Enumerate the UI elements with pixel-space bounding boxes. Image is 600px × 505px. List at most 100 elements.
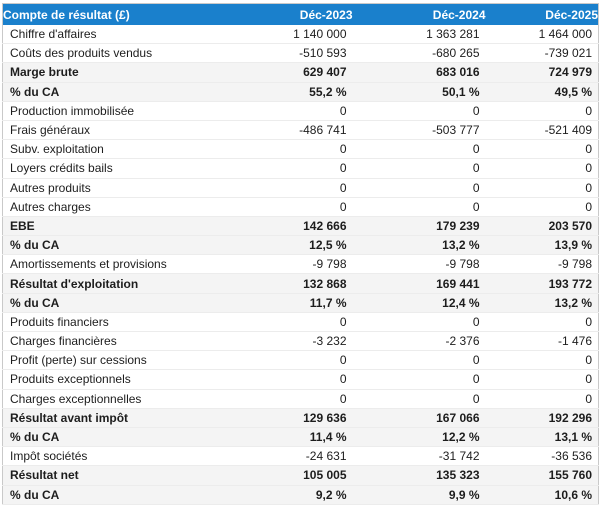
- table-row: Amortissements et provisions -9 798 -9 798…: [2, 254, 599, 275]
- row-label-cell: Amortissements et provisions: [2, 254, 248, 275]
- table-row: % du CA 55,2 % 50,1 % 49,5 %: [2, 82, 599, 102]
- value-cell: 0: [247, 389, 353, 409]
- table-row: % du CA 11,7 % 12,4 % 13,2 %: [2, 293, 599, 313]
- row-label-cell: Résultat net: [2, 465, 248, 486]
- value-cell: -9 798: [485, 254, 599, 275]
- income-statement-sheet: Compte de résultat (£) Déc-2023 Déc-2024…: [2, 3, 599, 505]
- table-row: Produits financiers 0 0 0: [2, 312, 599, 333]
- row-label-cell: Autres charges: [2, 197, 248, 217]
- value-cell: -486 741: [247, 120, 353, 141]
- value-cell: -1 476: [485, 331, 599, 352]
- table-row: % du CA 12,5 % 13,2 % 13,9 %: [2, 235, 599, 256]
- table-row: Profit (perte) sur cessions 0 0 0: [2, 350, 599, 371]
- value-cell: 0: [352, 197, 486, 217]
- value-cell: 0: [485, 350, 599, 371]
- row-label-cell: Produits exceptionnels: [2, 369, 248, 390]
- row-label-cell: % du CA: [2, 82, 248, 102]
- value-cell: 683 016: [352, 62, 486, 83]
- value-cell: 0: [485, 158, 599, 179]
- table-title: Compte de résultat (£): [2, 3, 248, 25]
- value-cell: 11,4 %: [247, 427, 353, 448]
- value-cell: 135 323: [352, 465, 486, 486]
- row-label-cell: Coûts des produits vendus: [2, 43, 248, 64]
- table-row: Résultat avant impôt 129 636 167 066 192 29…: [2, 408, 599, 428]
- value-cell: 49,5 %: [485, 82, 599, 102]
- table-row: Charges exceptionnelles 0 0 0: [2, 389, 599, 409]
- row-label-cell: Autres produits: [2, 178, 248, 198]
- value-cell: 1 363 281: [352, 25, 486, 45]
- value-cell: -739 021: [485, 43, 599, 64]
- value-cell: 167 066: [352, 408, 486, 428]
- value-cell: 0: [485, 178, 599, 198]
- row-label-cell: Loyers crédits bails: [2, 158, 248, 179]
- value-cell: 0: [352, 312, 486, 333]
- value-cell: 132 868: [247, 273, 353, 294]
- value-cell: -9 798: [352, 254, 486, 275]
- row-label-cell: % du CA: [2, 235, 248, 256]
- table-row: Produits exceptionnels 0 0 0: [2, 369, 599, 390]
- table-row: Charges financières -3 232 -2 376 -1 476: [2, 331, 599, 352]
- value-cell: 1 140 000: [247, 25, 353, 45]
- value-cell: 50,1 %: [352, 82, 486, 102]
- table-row: Loyers crédits bails 0 0 0: [2, 158, 599, 179]
- column-header-dec-2024: Déc-2024: [352, 3, 486, 25]
- value-cell: 0: [485, 312, 599, 333]
- value-cell: 0: [485, 197, 599, 217]
- table-row: Autres produits 0 0 0: [2, 178, 599, 198]
- table-row: Production immobilisée 0 0 0: [2, 101, 599, 121]
- value-cell: 13,2 %: [352, 235, 486, 256]
- row-label-cell: Charges exceptionnelles: [2, 389, 248, 409]
- value-cell: -521 409: [485, 120, 599, 141]
- value-cell: 0: [485, 139, 599, 160]
- value-cell: 0: [247, 369, 353, 390]
- value-cell: -3 232: [247, 331, 353, 352]
- value-cell: 0: [485, 369, 599, 390]
- value-cell: 13,2 %: [485, 293, 599, 313]
- row-label-cell: EBE: [2, 216, 248, 237]
- row-label-cell: Résultat avant impôt: [2, 408, 248, 428]
- value-cell: 0: [247, 139, 353, 160]
- row-label-cell: Charges financières: [2, 331, 248, 352]
- value-cell: 169 441: [352, 273, 486, 294]
- value-cell: 724 979: [485, 62, 599, 83]
- column-header-dec-2023: Déc-2023: [247, 3, 353, 25]
- row-label-cell: Résultat d'exploitation: [2, 273, 248, 294]
- value-cell: -9 798: [247, 254, 353, 275]
- value-cell: 0: [247, 312, 353, 333]
- value-cell: 629 407: [247, 62, 353, 83]
- value-cell: 0: [352, 178, 486, 198]
- table-row: Impôt sociétés -24 631 -31 742 -36 536: [2, 446, 599, 467]
- value-cell: 129 636: [247, 408, 353, 428]
- value-cell: -31 742: [352, 446, 486, 467]
- table-row: EBE 142 666 179 239 203 570: [2, 216, 599, 237]
- value-cell: 13,9 %: [485, 235, 599, 256]
- value-cell: -503 777: [352, 120, 486, 141]
- value-cell: 55,2 %: [247, 82, 353, 102]
- value-cell: 12,4 %: [352, 293, 486, 313]
- value-cell: 12,5 %: [247, 235, 353, 256]
- row-label-cell: Produits financiers: [2, 312, 248, 333]
- value-cell: 0: [352, 101, 486, 121]
- value-cell: 193 772: [485, 273, 599, 294]
- row-label-cell: % du CA: [2, 427, 248, 448]
- table-row: Subv. exploitation 0 0 0: [2, 139, 599, 160]
- table-row: Résultat net 105 005 135 323 155 760: [2, 465, 599, 486]
- value-cell: 1 464 000: [485, 25, 599, 45]
- row-label-cell: Profit (perte) sur cessions: [2, 350, 248, 371]
- table-row: Frais généraux -486 741 -503 777 -521 409: [2, 120, 599, 141]
- value-cell: -24 631: [247, 446, 353, 467]
- value-cell: -510 593: [247, 43, 353, 64]
- value-cell: 0: [247, 158, 353, 179]
- value-cell: 203 570: [485, 216, 599, 237]
- value-cell: 0: [352, 369, 486, 390]
- table-body: Chiffre d'affaires 1 140 000 1 363 281 1 46…: [2, 25, 599, 505]
- value-cell: 0: [352, 139, 486, 160]
- value-cell: 0: [247, 350, 353, 371]
- table-row: Coûts des produits vendus -510 593 -680 26…: [2, 43, 599, 64]
- table-row: Résultat d'exploitation 132 868 169 441 193…: [2, 273, 599, 294]
- value-cell: -2 376: [352, 331, 486, 352]
- income-statement-table: Compte de résultat (£) Déc-2023 Déc-2024…: [2, 3, 599, 505]
- row-label-cell: Subv. exploitation: [2, 139, 248, 160]
- value-cell: 105 005: [247, 465, 353, 486]
- row-label-cell: Impôt sociétés: [2, 446, 248, 467]
